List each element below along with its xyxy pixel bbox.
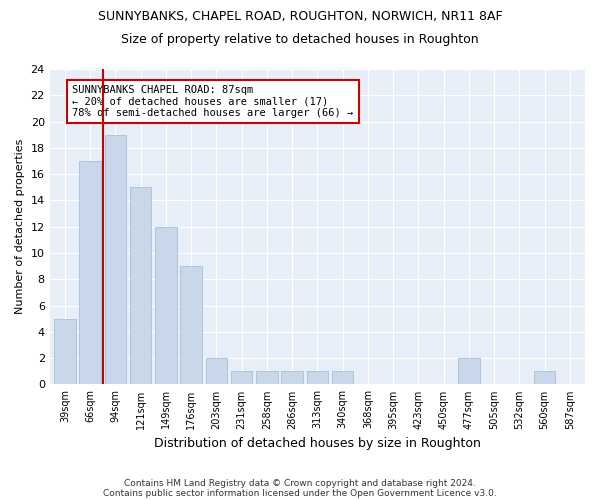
Text: SUNNYBANKS, CHAPEL ROAD, ROUGHTON, NORWICH, NR11 8AF: SUNNYBANKS, CHAPEL ROAD, ROUGHTON, NORWI… [98, 10, 502, 23]
Bar [458, 358, 479, 384]
Bar [104, 134, 126, 384]
Bar [256, 372, 278, 384]
Bar [130, 188, 151, 384]
Text: Size of property relative to detached houses in Roughton: Size of property relative to detached ho… [121, 32, 479, 46]
Bar [181, 266, 202, 384]
Text: SUNNYBANKS CHAPEL ROAD: 87sqm
← 20% of detached houses are smaller (17)
78% of s: SUNNYBANKS CHAPEL ROAD: 87sqm ← 20% of d… [73, 85, 353, 118]
Text: Contains HM Land Registry data © Crown copyright and database right 2024.: Contains HM Land Registry data © Crown c… [124, 478, 476, 488]
Bar [79, 161, 101, 384]
Bar [231, 372, 253, 384]
Y-axis label: Number of detached properties: Number of detached properties [15, 139, 25, 314]
X-axis label: Distribution of detached houses by size in Roughton: Distribution of detached houses by size … [154, 437, 481, 450]
Bar [155, 226, 176, 384]
Text: Contains public sector information licensed under the Open Government Licence v3: Contains public sector information licen… [103, 488, 497, 498]
Bar [534, 372, 556, 384]
Bar [281, 372, 303, 384]
Bar [206, 358, 227, 384]
Bar [307, 372, 328, 384]
Bar [332, 372, 353, 384]
Bar [54, 318, 76, 384]
